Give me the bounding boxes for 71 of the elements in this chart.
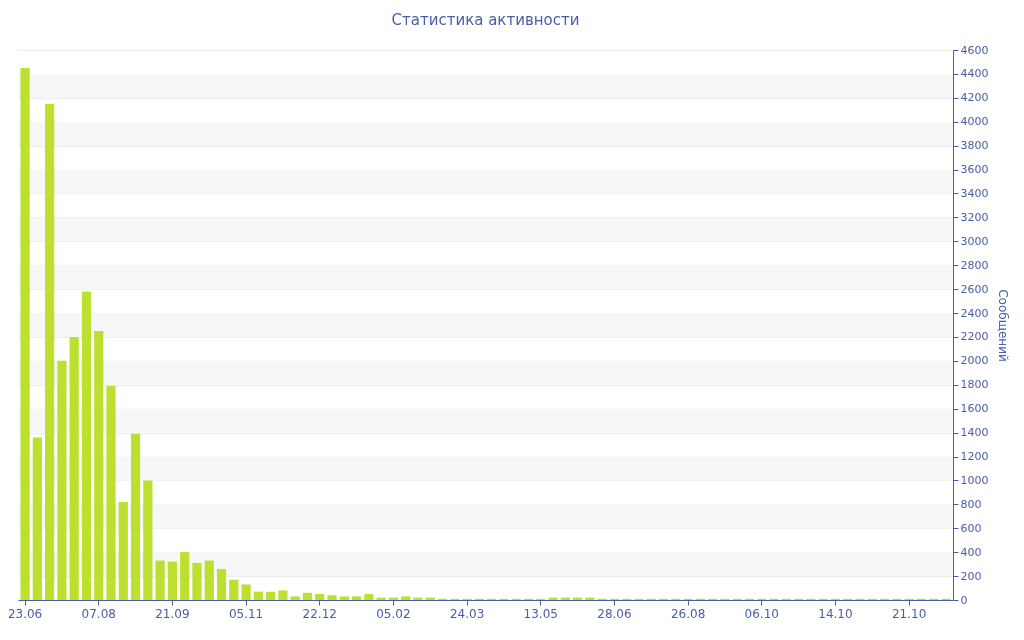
bar — [315, 594, 325, 600]
x-tick-label: 26.08 — [670, 606, 706, 621]
x-tick-label: 07.08 — [81, 606, 116, 621]
y-tick-label: 4000 — [960, 115, 989, 129]
bar — [106, 385, 116, 600]
y-tick-label: 3400 — [960, 186, 989, 200]
y-tick-label: 4400 — [960, 67, 989, 81]
chart-title: Статистика активности — [391, 11, 580, 29]
x-tick-label: 23.06 — [7, 606, 43, 621]
y-axis-title: Сообщений — [996, 289, 1011, 362]
bar — [69, 336, 79, 600]
bar — [32, 437, 42, 600]
y-tick-label: 1400 — [960, 426, 989, 440]
bar — [118, 501, 128, 600]
y-tick-label: 2600 — [960, 282, 989, 296]
bar — [253, 591, 263, 600]
y-tick-label: 2800 — [960, 258, 989, 272]
y-tick-label: 1000 — [960, 473, 989, 487]
x-tick-label: 05.02 — [376, 606, 411, 621]
bar — [278, 590, 288, 600]
bar — [143, 480, 153, 600]
bar — [216, 568, 227, 600]
bar — [290, 596, 300, 600]
bar — [20, 67, 30, 600]
bar — [45, 103, 55, 600]
y-tick-label: 800 — [960, 497, 982, 511]
bar — [364, 594, 374, 600]
x-tick-label: 05.11 — [228, 606, 264, 621]
bar — [94, 330, 104, 600]
y-tick-label: 1200 — [960, 450, 989, 464]
y-tick-label: 600 — [960, 521, 982, 535]
x-tick-label: 28.06 — [597, 606, 632, 621]
x-tick-label: 24.03 — [449, 606, 485, 621]
bar — [401, 596, 411, 600]
y-tick-label: 4200 — [960, 91, 989, 105]
bar — [130, 433, 141, 600]
y-tick-label: 3600 — [960, 163, 989, 177]
bar — [327, 595, 337, 600]
bar — [81, 291, 92, 600]
bar — [339, 596, 349, 600]
y-tick-label: 2000 — [960, 354, 989, 368]
y-tick-label: 1600 — [960, 402, 989, 416]
bar — [266, 591, 276, 600]
x-tick-label: 13.05 — [523, 606, 558, 621]
y-tick-label: 200 — [960, 569, 982, 583]
y-tick-label: 2400 — [960, 306, 989, 320]
y-tick-label: 4600 — [960, 43, 989, 57]
x-tick-label: 06.10 — [744, 606, 779, 621]
bar — [241, 584, 251, 600]
y-tick-label: 0 — [960, 593, 968, 607]
y-tick-label: 2200 — [960, 330, 989, 344]
bar — [192, 562, 202, 600]
bar — [548, 597, 558, 600]
y-tick-label: 1800 — [960, 378, 989, 392]
x-tick-label: 14.10 — [818, 606, 853, 621]
bar — [229, 579, 239, 600]
y-tick-label: 3200 — [960, 210, 989, 224]
x-tick-label: 21.10 — [891, 606, 927, 621]
bar — [57, 360, 67, 600]
bar — [167, 561, 178, 600]
bar — [180, 552, 190, 600]
bar — [155, 560, 165, 600]
y-tick-label: 3800 — [960, 139, 989, 153]
y-tick-label: 400 — [960, 545, 982, 559]
bar — [204, 560, 214, 600]
bar — [413, 597, 423, 600]
bar — [351, 596, 362, 600]
x-tick-label: 21.09 — [155, 606, 190, 621]
y-tick-label: 3000 — [960, 234, 989, 248]
bar — [302, 592, 313, 600]
x-tick-label: 22.12 — [302, 606, 337, 621]
